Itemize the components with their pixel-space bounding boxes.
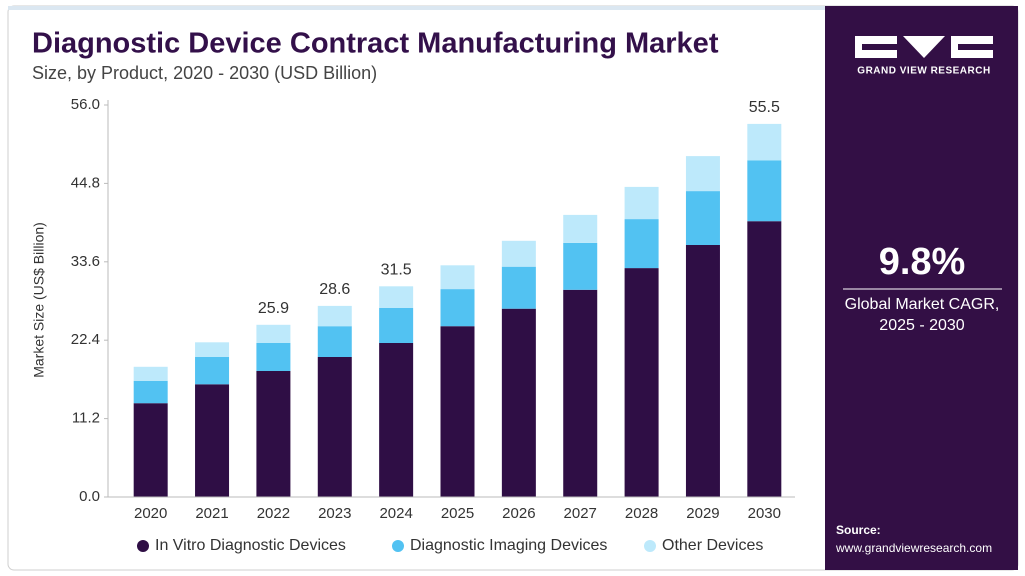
bar-segment (256, 343, 291, 371)
x-tick-label: 2021 (195, 505, 228, 522)
bar-segment (317, 357, 352, 497)
logo-v (903, 36, 945, 58)
bar-segment (563, 214, 598, 243)
y-tick-label: 44.8 (71, 174, 100, 191)
legend-swatch (644, 540, 656, 552)
logo (855, 36, 993, 58)
bar-segment (501, 308, 536, 497)
total-label: 55.5 (749, 99, 780, 116)
x-tick-label: 2029 (686, 505, 719, 522)
legend-label: Other Devices (662, 537, 763, 554)
x-tick-label: 2027 (564, 505, 597, 522)
bar-segment (195, 384, 230, 497)
bar-segment (563, 242, 598, 290)
bar-segment (256, 371, 291, 497)
y-tick-label: 22.4 (71, 331, 100, 348)
bar-segment (501, 266, 536, 309)
bar-segment (195, 342, 230, 357)
bar-segment (685, 156, 720, 192)
x-tick-label: 2025 (441, 505, 474, 522)
bar-segment (624, 219, 659, 269)
x-tick-label: 2024 (379, 505, 412, 522)
top-strip (8, 6, 825, 10)
y-axis-label: Market Size (US$ Billion) (31, 222, 47, 378)
bar-segment (317, 326, 352, 357)
x-tick-label: 2020 (134, 505, 167, 522)
total-label: 31.5 (381, 262, 412, 279)
bar-segment (563, 289, 598, 497)
total-label: 25.9 (258, 300, 289, 317)
logo-cut (862, 44, 897, 50)
bar-segment (747, 221, 782, 497)
legend-swatch (392, 540, 404, 552)
bar-segment (317, 305, 352, 327)
logo-cut (958, 44, 993, 50)
bar-segment (501, 240, 536, 267)
bar-segment (133, 380, 168, 404)
legend-label: Diagnostic Imaging Devices (410, 537, 607, 554)
legend-label: In Vitro Diagnostic Devices (155, 537, 346, 554)
bar-segment (624, 268, 659, 497)
y-tick-label: 0.0 (79, 488, 100, 505)
cagr-period: 2025 - 2030 (879, 317, 965, 334)
x-tick-label: 2030 (748, 505, 781, 522)
y-tick-label: 56.0 (71, 96, 100, 113)
bar-segment (195, 357, 230, 385)
bar-segment (440, 289, 475, 327)
bar-segment (133, 366, 168, 381)
source-url: www.grandviewresearch.com (835, 541, 992, 555)
bar-segment (440, 265, 475, 290)
cagr-value: 9.8% (879, 241, 966, 283)
y-tick-label: 11.2 (72, 410, 100, 427)
side-panel (825, 6, 1018, 570)
x-tick-label: 2022 (257, 505, 290, 522)
bar-segment (685, 245, 720, 497)
bar-segment (133, 403, 168, 497)
bar-segment (440, 326, 475, 497)
bar-segment (747, 160, 782, 222)
x-tick-label: 2028 (625, 505, 658, 522)
cagr-label: Global Market CAGR, (845, 296, 1000, 313)
bar-segment (685, 191, 720, 245)
bar-segment (256, 324, 291, 343)
brand: GRAND VIEW RESEARCH (857, 66, 990, 77)
x-tick-label: 2026 (502, 505, 535, 522)
bar-segment (747, 123, 782, 161)
total-label: 28.6 (319, 281, 350, 298)
y-tick-label: 33.6 (71, 253, 100, 270)
chart-title: Diagnostic Device Contract Manufacturing… (32, 28, 719, 60)
bar-segment (379, 343, 414, 497)
x-tick-label: 2023 (318, 505, 351, 522)
bar-segment (379, 308, 414, 343)
bar-segment (624, 186, 659, 220)
chart-subtitle: Size, by Product, 2020 - 2030 (USD Billi… (32, 63, 377, 83)
legend-swatch (137, 540, 149, 552)
bar-segment (379, 286, 414, 308)
source-label: Source: (836, 523, 881, 537)
